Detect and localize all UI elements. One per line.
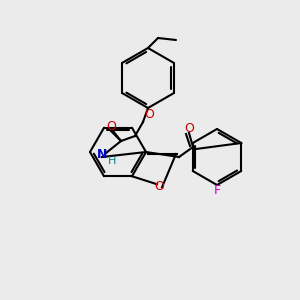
Text: H: H (108, 156, 116, 166)
Text: O: O (106, 121, 116, 134)
Text: F: F (213, 184, 220, 196)
Text: O: O (144, 107, 154, 121)
Text: O: O (184, 122, 194, 134)
Text: N: N (97, 148, 107, 161)
Text: O: O (154, 180, 164, 193)
